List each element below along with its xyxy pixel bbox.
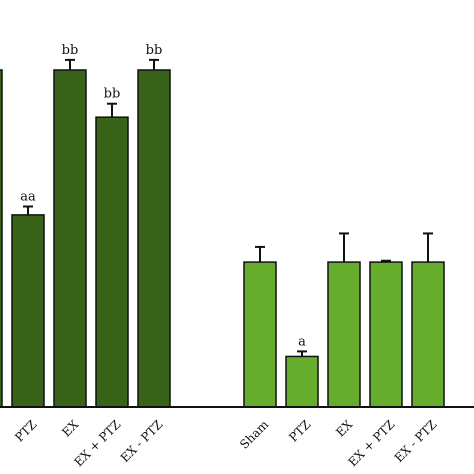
tick-label-dark-ptz: PTZ [12, 417, 39, 444]
significance-label-dark-ex: bb [62, 43, 79, 58]
significance-label-dark-ptz: aa [20, 189, 36, 204]
bar-dark-ex-ptz [137, 69, 171, 408]
tick-label-light-ptz: PTZ [286, 417, 313, 444]
bar-dark-ex-ptz [95, 116, 129, 408]
significance-label-dark-ex-ptz: bb [104, 87, 121, 102]
tick-label-dark-ex: EX [59, 417, 81, 439]
bar-dark-sham [0, 69, 3, 408]
bars-layer [0, 58, 445, 408]
significance-label-dark-ex-ptz: bb [146, 43, 163, 58]
significance-label-light-ptz: a [298, 334, 306, 349]
bar-light-ex-ptz [411, 261, 445, 408]
bar-light-ex-ptz [369, 261, 403, 408]
tick-label-light-sham: Sham [237, 417, 272, 452]
tick-label-dark-ex-ptz: EX - PTZ [118, 417, 166, 465]
bar-dark-ex [53, 69, 87, 408]
bar-light-ex [327, 261, 361, 408]
tick-label-light-ex: EX [333, 417, 355, 439]
bar-dark-ptz [11, 214, 45, 408]
bar-light-ptz [285, 355, 319, 408]
tick-label-light-ex-ptz: EX - PTZ [392, 417, 440, 465]
bar-light-sham [243, 261, 277, 408]
